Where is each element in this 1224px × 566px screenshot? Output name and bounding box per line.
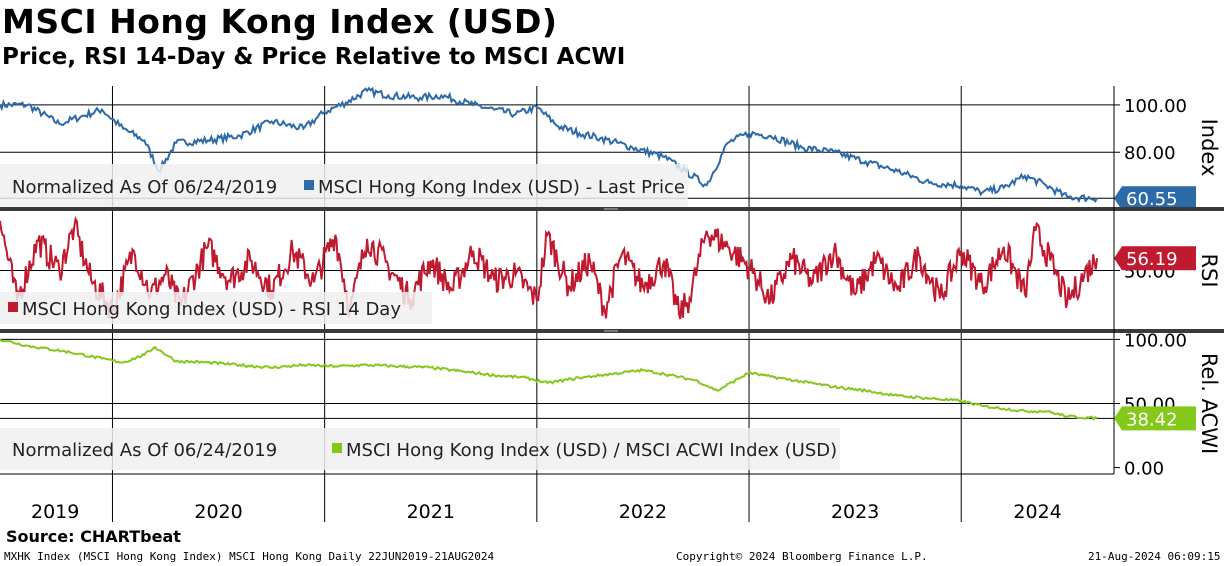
- price-axis-title: Index: [1197, 119, 1221, 177]
- rsi-last-value-label: 56.19: [1126, 249, 1178, 270]
- x-tick-label-2023: 2023: [831, 501, 879, 523]
- x-tick-label-2021: 2021: [407, 501, 455, 523]
- relative-legend-swatch: [332, 443, 342, 453]
- price-legend-swatch: [304, 180, 314, 190]
- relative-legend-note: Normalized As Of 06/24/2019: [12, 440, 277, 461]
- rsi-series-line: [0, 216, 1098, 320]
- relative-legend-label: MSCI Hong Kong Index (USD) / MSCI ACWI I…: [346, 440, 837, 461]
- rsi-legend-label: MSCI Hong Kong Index (USD) - RSI 14 Day: [22, 299, 401, 320]
- x-tick-label-2020: 2020: [194, 501, 242, 523]
- footer-left: MXHK Index (MSCI Hong Kong Index) MSCI H…: [4, 550, 495, 563]
- rsi-axis-title: RSI: [1197, 253, 1221, 287]
- relative-axis-title: Rel. ACWI: [1197, 353, 1221, 454]
- x-tick-label-2024: 2024: [1013, 501, 1061, 523]
- chart-title: MSCI Hong Kong Index (USD): [2, 2, 558, 41]
- rsi-last-value-badge: [1114, 246, 1196, 271]
- price-tick-label: 100.00: [1124, 96, 1187, 117]
- footer-right: 21-Aug-2024 06:09:15: [1088, 550, 1221, 563]
- price-tick-label: 80.00: [1124, 143, 1176, 164]
- price-last-value-label: 60.55: [1126, 189, 1178, 210]
- relative-tick-label: 100.00: [1124, 330, 1187, 351]
- chart-subtitle: Price, RSI 14-Day & Price Relative to MS…: [2, 44, 626, 70]
- legends: Normalized As Of 06/24/2019 MSCI Hong Kon…: [0, 164, 840, 470]
- relative-tick-label: 0.00: [1124, 459, 1164, 480]
- series-lines: [0, 86, 1098, 422]
- price-last-value-badge: [1114, 186, 1196, 211]
- footer-center: Copyright© 2024 Bloomberg Finance L.P.: [676, 550, 928, 563]
- price-legend-note: Normalized As Of 06/24/2019: [12, 177, 277, 198]
- x-tick-label-2019: 2019: [31, 501, 79, 523]
- price-legend-box: [0, 164, 688, 208]
- rsi-legend-box: [0, 292, 432, 324]
- relative-legend-box: [0, 428, 840, 470]
- relative-last-value-label: 38.42: [1126, 409, 1178, 430]
- source-note: Source: CHARTbeat: [6, 527, 181, 546]
- rsi-legend-swatch: [8, 302, 18, 312]
- relative-series-line: [0, 338, 1098, 422]
- price-series-line: [0, 86, 1098, 203]
- relative-last-value-badge: [1114, 406, 1196, 431]
- x-tick-label-2022: 2022: [619, 501, 667, 523]
- price-legend-label: MSCI Hong Kong Index (USD) - Last Price: [318, 177, 685, 198]
